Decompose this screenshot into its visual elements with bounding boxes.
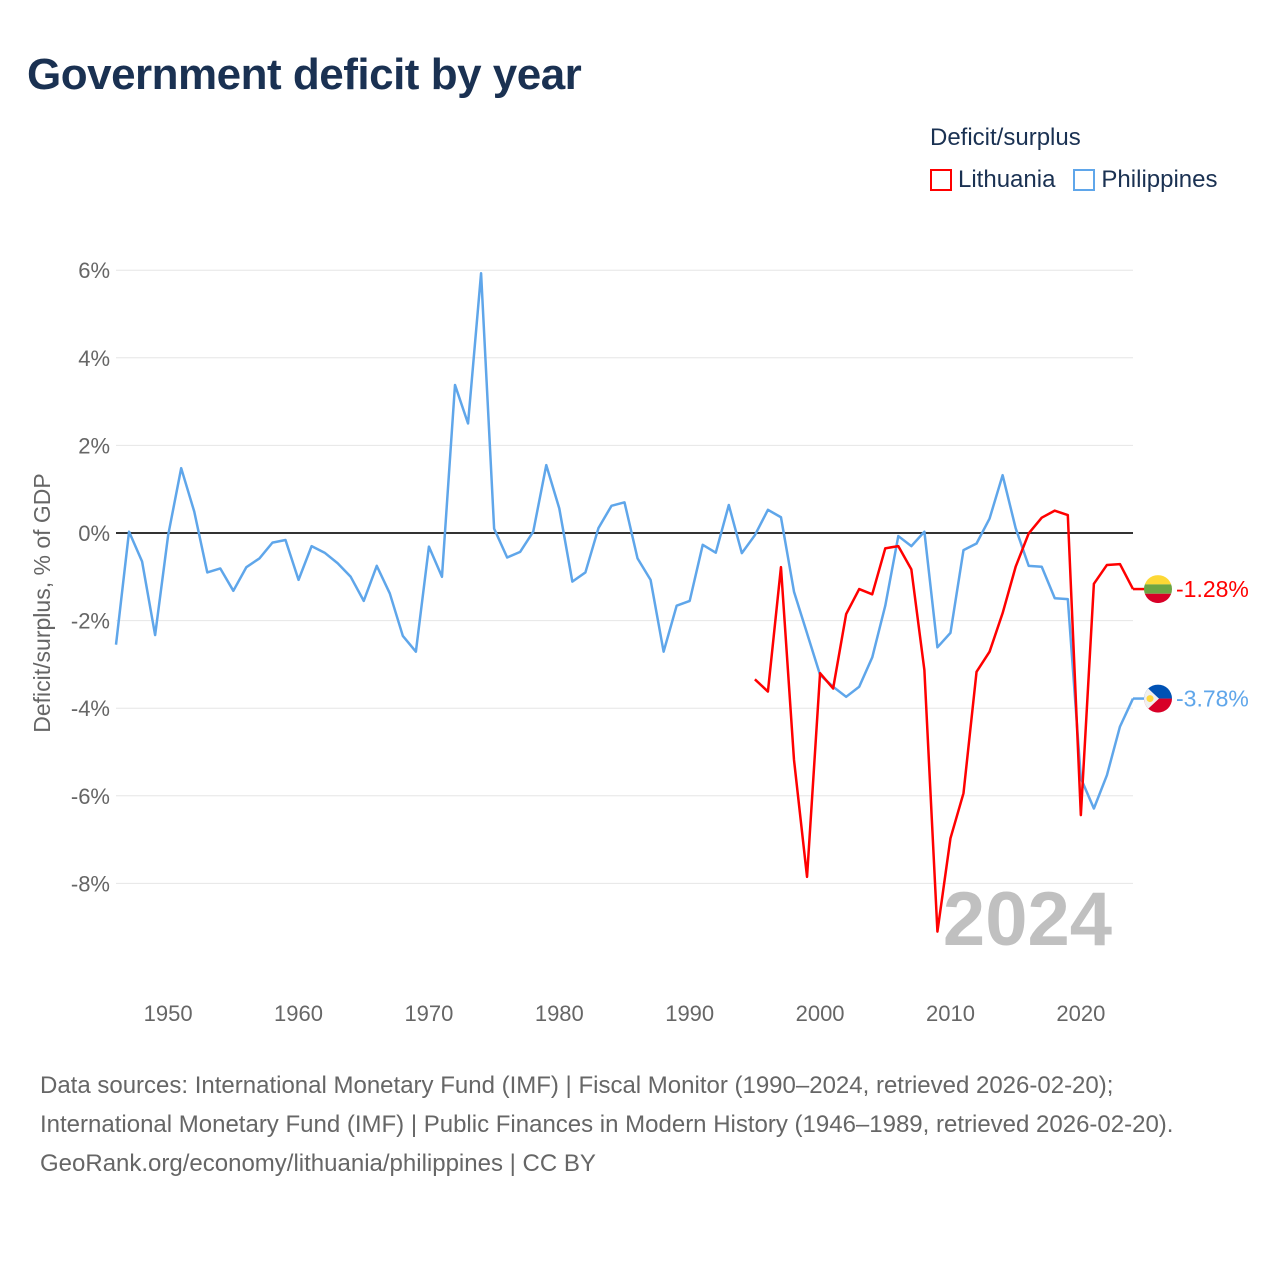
attribution[interactable]: GeoRank.org/economy/lithuania/philippine… [40, 1150, 596, 1177]
y-tick-label: 4% [78, 346, 110, 371]
end-value-label: -3.78% [1176, 686, 1249, 712]
legend-label: Lithuania [958, 166, 1056, 193]
legend-swatch-philippines [1073, 169, 1096, 191]
y-tick-label: 2% [78, 433, 110, 458]
y-tick-label: -6% [71, 784, 110, 809]
flag-stripe-yellow [1144, 575, 1172, 585]
y-axis-label: Deficit/surplus, % of GDP [29, 473, 55, 732]
x-tick-label: 2020 [1056, 1001, 1105, 1026]
legend-item-philippines[interactable]: Philippines [1073, 166, 1218, 194]
year-watermark: 2024 [943, 877, 1112, 962]
flag-body [1144, 575, 1172, 604]
flag-stripe-green [1144, 584, 1172, 594]
data-sources: Data sources: International Monetary Fun… [40, 1072, 1174, 1138]
x-tick-label: 1960 [274, 1001, 323, 1026]
x-tick-label: 2010 [926, 1001, 975, 1026]
footer: Data sources: International Monetary Fun… [40, 1066, 1240, 1183]
legend: Lithuania Philippines [930, 166, 1218, 194]
legend-item-lithuania[interactable]: Lithuania [930, 166, 1055, 194]
x-tick-label: 2000 [796, 1001, 845, 1026]
y-tick-label: -8% [71, 871, 110, 896]
x-tick-label: 1950 [144, 1001, 193, 1026]
chart-title: Government deficit by year [27, 50, 582, 99]
y-tick-label: -2% [71, 609, 110, 634]
series-line-philippines [114, 272, 1135, 810]
lithuania-flag-icon [1144, 575, 1172, 604]
y-tick-label: -4% [71, 696, 110, 721]
flag-sun [1146, 695, 1154, 703]
legend-label: Philippines [1101, 166, 1218, 193]
flag-body [1144, 684, 1172, 713]
flag-stripe-red [1144, 593, 1172, 604]
y-tick-label: 6% [78, 258, 110, 283]
x-tick-label: 1990 [665, 1001, 714, 1026]
x-tick-label: 1970 [404, 1001, 453, 1026]
philippines-flag-icon [1144, 684, 1172, 713]
y-tick-label: 0% [78, 521, 110, 546]
legend-title: Deficit/surplus [930, 124, 1081, 151]
end-value-label: -1.28% [1176, 576, 1249, 602]
x-tick-label: 1980 [535, 1001, 584, 1026]
legend-swatch-lithuania [930, 169, 952, 191]
series-line-lithuania [754, 509, 1135, 933]
